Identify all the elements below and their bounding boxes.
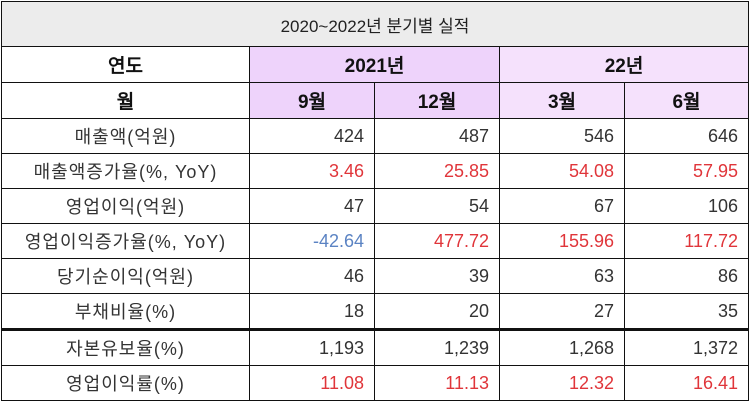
value-cell: 16.41	[623, 365, 750, 401]
value-cell: 20	[374, 293, 500, 330]
value-cell: 646	[623, 118, 750, 154]
value-cell: 46	[249, 258, 375, 294]
year-header-row: 연도 2021년 22년	[1, 46, 750, 83]
table-row: 부채비율(%) 18 20 27 35	[1, 293, 750, 330]
row-label: 영업이익(억원)	[1, 188, 250, 224]
month-6: 6월	[623, 82, 750, 119]
row-label: 영업이익률(%)	[1, 365, 250, 401]
value-cell: 487	[374, 118, 500, 154]
value-cell: 86	[623, 258, 750, 294]
value-cell: 63	[499, 258, 625, 294]
value-cell: 1,239	[374, 328, 500, 366]
row-label: 부채비율(%)	[1, 293, 250, 330]
row-label: 매출액증가율(%, YoY)	[1, 153, 250, 189]
value-cell: -42.64	[249, 223, 375, 259]
value-cell: 25.85	[374, 153, 500, 189]
value-cell: 47	[249, 188, 375, 224]
year-2022: 22년	[498, 46, 750, 83]
table-row: 매출액증가율(%, YoY) 3.46 25.85 54.08 57.95	[1, 153, 750, 189]
value-cell: 18	[249, 293, 375, 330]
value-cell: 27	[499, 293, 625, 330]
value-cell: 1,193	[249, 328, 375, 366]
value-cell: 106	[623, 188, 750, 224]
value-cell: 155.96	[499, 223, 625, 259]
value-cell: 546	[499, 118, 625, 154]
value-cell: 1,372	[623, 328, 750, 366]
year-2021: 2021년	[249, 46, 500, 83]
performance-table: 2020~2022년 분기별 실적 연도 2021년 22년 월 9월 12월 …	[0, 1, 750, 401]
row-label: 영업이익증가율(%, YoY)	[1, 223, 250, 259]
value-cell: 54.08	[499, 153, 625, 189]
value-cell: 424	[249, 118, 375, 154]
table-row: 영업이익(억원) 47 54 67 106	[1, 188, 750, 224]
value-cell: 67	[499, 188, 625, 224]
table-row: 영업이익증가율(%, YoY) -42.64 477.72 155.96 117.72	[1, 223, 750, 259]
row-label: 당기순이익(억원)	[1, 258, 250, 294]
table-row: 당기순이익(억원) 46 39 63 86	[1, 258, 750, 294]
value-cell: 57.95	[623, 153, 750, 189]
value-cell: 3.46	[249, 153, 375, 189]
table-row: 매출액(억원) 424 487 546 646	[1, 118, 750, 154]
value-cell: 477.72	[374, 223, 500, 259]
value-cell: 1,268	[499, 328, 625, 366]
month-header-label: 월	[1, 82, 250, 119]
value-cell: 39	[374, 258, 500, 294]
value-cell: 12.32	[499, 365, 625, 401]
table-row: 영업이익률(%) 11.08 11.13 12.32 16.41	[1, 365, 750, 401]
month-3: 3월	[499, 82, 625, 119]
row-label: 자본유보율(%)	[1, 328, 250, 366]
month-12: 12월	[374, 82, 500, 119]
value-cell: 11.13	[374, 365, 500, 401]
row-label: 매출액(억원)	[1, 118, 250, 154]
value-cell: 117.72	[623, 223, 750, 259]
table-row: 자본유보율(%) 1,193 1,239 1,268 1,372	[1, 328, 750, 366]
value-cell: 54	[374, 188, 500, 224]
value-cell: 11.08	[249, 365, 375, 401]
value-cell: 35	[623, 293, 750, 330]
table-title: 2020~2022년 분기별 실적	[0, 1, 750, 47]
month-9: 9월	[249, 82, 375, 119]
year-header-label: 연도	[1, 46, 250, 83]
month-header-row: 월 9월 12월 3월 6월	[1, 82, 750, 119]
